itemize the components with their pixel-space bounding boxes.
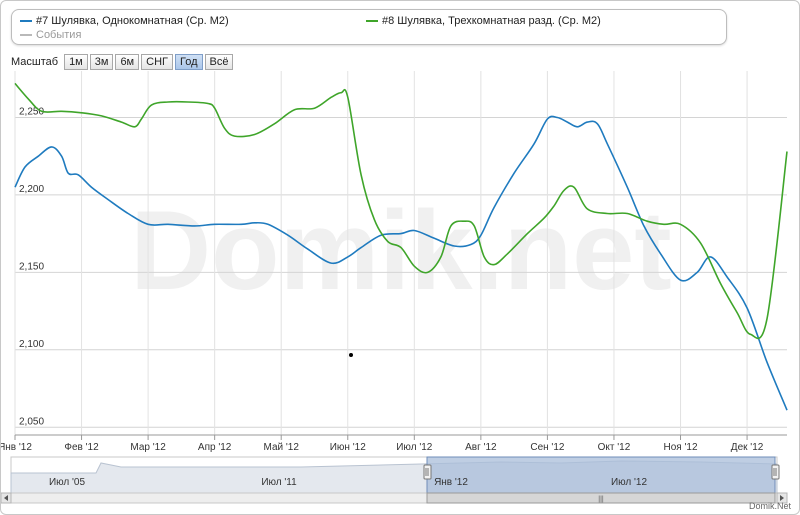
navigator[interactable]: Июл '05 Июл '11 Янв '12 Июл '12 ||| — [1, 456, 788, 504]
x-tick-label: Дек '12 — [731, 442, 764, 453]
y-tick-label: 2,200 — [19, 184, 44, 195]
x-axis: Янв '12 Фев '12 Мар '12 Апр '12 Май '12 Июн '… — [1, 434, 787, 453]
cursor-dot — [349, 353, 353, 357]
x-tick-label: Фев '12 — [64, 442, 99, 453]
legend-swatch-blue — [20, 20, 32, 22]
zoom-controls: Масштаб 1м 3м 6м СНГ Год Всё — [11, 54, 235, 70]
legend-item-series-2[interactable]: #8 Шулявка, Трехкомнатная разд. (Ср. М2) — [366, 15, 601, 27]
arrow-right-icon — [780, 495, 784, 501]
series-line-3-room[interactable] — [14, 82, 788, 340]
zoom-6m-button[interactable]: 6м — [115, 54, 140, 70]
navigator-label: Июл '05 — [49, 477, 86, 488]
y-tick-label: 2,250 — [19, 106, 44, 117]
legend-item-events[interactable]: События — [20, 29, 81, 41]
legend-item-series-1[interactable]: #7 Шулявка, Однокомнатная (Ср. М2) — [20, 15, 229, 27]
watermark: Domik.net — [130, 188, 671, 313]
x-tick-label: Авг '12 — [465, 442, 497, 453]
x-tick-label: Янв '12 — [1, 442, 32, 453]
arrow-left-icon — [4, 495, 8, 501]
navigator-label: Янв '12 — [434, 477, 468, 488]
y-tick-label: 2,100 — [19, 339, 44, 350]
legend-label: События — [36, 29, 82, 41]
zoom-all-button[interactable]: Всё — [204, 54, 234, 70]
zoom-3m-button[interactable]: 3м — [89, 54, 114, 70]
y-tick-label: 2,050 — [19, 416, 44, 427]
series-line-1-room[interactable] — [14, 115, 788, 411]
x-tick-label: Апр '12 — [198, 442, 232, 453]
zoom-ytd-button[interactable]: СНГ — [141, 54, 173, 70]
y-axis: 2,050 2,100 2,150 2,200 2,250 — [19, 106, 44, 427]
legend: #7 Шулявка, Однокомнатная (Ср. М2) #8 Шу… — [11, 9, 727, 45]
x-tick-label: Июл '12 — [396, 442, 433, 453]
x-tick-label: Ноя '12 — [664, 442, 698, 453]
legend-swatch-gray — [20, 34, 32, 36]
navigator-label: Июл '12 — [611, 477, 648, 488]
scrollbar-grip: ||| — [598, 496, 604, 503]
x-tick-label: Июн '12 — [330, 442, 366, 453]
legend-label: #7 Шулявка, Однокомнатная (Ср. М2) — [36, 15, 229, 27]
zoom-1m-button[interactable]: 1м — [64, 54, 88, 70]
navigator-label: Июл '11 — [261, 477, 297, 488]
grid — [14, 71, 787, 435]
navigator-selection[interactable] — [426, 456, 776, 494]
plot-area — [14, 82, 788, 411]
legend-label: #8 Шулявка, Трехкомнатная разд. (Ср. М2) — [382, 15, 601, 27]
credit-text: Domik.Net — [748, 501, 791, 511]
zoom-year-button[interactable]: Год — [174, 54, 203, 70]
x-tick-label: Сен '12 — [530, 442, 565, 453]
zoom-label: Масштаб — [11, 56, 59, 68]
legend-swatch-green — [366, 20, 378, 22]
y-tick-label: 2,150 — [19, 261, 44, 272]
x-tick-label: Май '12 — [264, 442, 300, 453]
x-tick-label: Мар '12 — [130, 442, 166, 453]
scrollbar-thumb[interactable] — [426, 492, 776, 504]
x-tick-label: Окт '12 — [598, 442, 631, 453]
